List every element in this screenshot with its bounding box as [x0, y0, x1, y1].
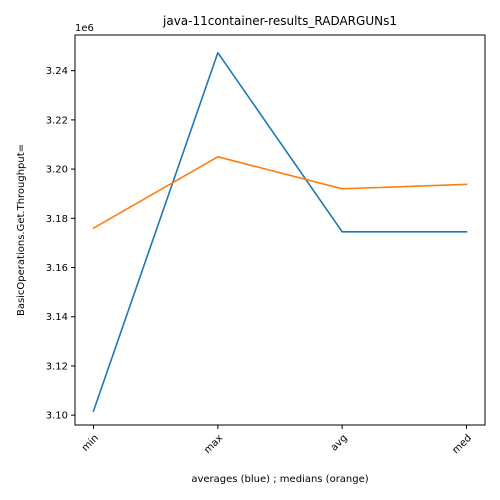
x-tick-label: med — [451, 433, 475, 457]
chart-title: java-11container-results_RADARGUNs1 — [162, 14, 397, 28]
y-tick-label: 3.12 — [46, 361, 68, 372]
y-tick-label: 3.22 — [46, 115, 68, 126]
y-tick-label: 3.14 — [46, 312, 68, 323]
x-tick-label: avg — [329, 433, 350, 454]
y-axis-label: BasicOperations.Get.Throughput= — [16, 144, 27, 316]
y-tick-label: 3.20 — [46, 165, 68, 176]
plot-frame — [74, 34, 486, 426]
averages-line — [92, 51, 468, 412]
y-tick-label: 3.24 — [46, 66, 68, 77]
medians-line — [92, 156, 468, 230]
y-tick-label: 3.16 — [46, 263, 68, 274]
x-axis-label: averages (blue) ; medians (orange) — [191, 474, 368, 485]
plot-area: 3.10 3.12 3.14 3.16 3.18 3.20 3.22 3.24 min max av… — [46, 51, 475, 457]
y-tick-label: 3.10 — [46, 411, 68, 422]
x-tick-label: max — [202, 433, 225, 456]
y-tick-label: 3.18 — [46, 214, 68, 225]
y-axis-offset-label: 1e6 — [75, 23, 94, 34]
x-tick-label: min — [80, 433, 101, 454]
